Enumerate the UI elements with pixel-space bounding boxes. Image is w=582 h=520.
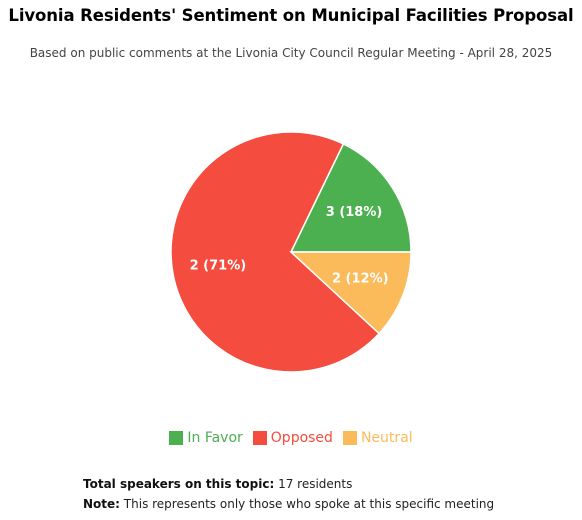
slice-label-opposed: 2 (71%) (190, 258, 247, 273)
slice-label-neutral: 2 (12%) (332, 272, 389, 287)
speakers-label: Total speakers on this topic: (83, 477, 275, 491)
slice-label-in-favor: 3 (18%) (326, 205, 383, 220)
chart-footnotes: Total speakers on this topic: 17 residen… (83, 474, 494, 514)
legend-label-opposed: Opposed (270, 430, 333, 446)
legend-swatch-neutral (342, 431, 357, 445)
legend-swatch-in-favor (169, 431, 184, 445)
pie-chart: 3 (18%) 2 (71%) 2 (12%) (170, 131, 412, 373)
speakers-value: 17 residents (278, 477, 353, 491)
legend-item-neutral[interactable]: Neutral (342, 430, 413, 446)
legend-swatch-opposed (252, 431, 267, 445)
chart-legend: In Favor Opposed Neutral (0, 430, 582, 446)
meeting-note: Note: This represents only those who spo… (83, 494, 494, 514)
pie-slice-opposed[interactable] (170, 131, 381, 373)
legend-label-in-favor: In Favor (187, 430, 243, 446)
note-label: Note: (83, 497, 120, 511)
legend-item-opposed[interactable]: Opposed (252, 430, 333, 446)
legend-label-neutral: Neutral (360, 430, 413, 446)
chart-subtitle: Based on public comments at the Livonia … (29, 46, 553, 60)
pie-slice-neutral[interactable] (289, 251, 412, 335)
legend-item-in-favor[interactable]: In Favor (169, 430, 243, 446)
speakers-note: Total speakers on this topic: 17 residen… (83, 474, 494, 494)
chart-title: Livonia Residents' Sentiment on Municipa… (8, 6, 574, 25)
note-value: This represents only those who spoke at … (123, 497, 495, 511)
pie-slice-in-favor[interactable] (289, 142, 412, 253)
